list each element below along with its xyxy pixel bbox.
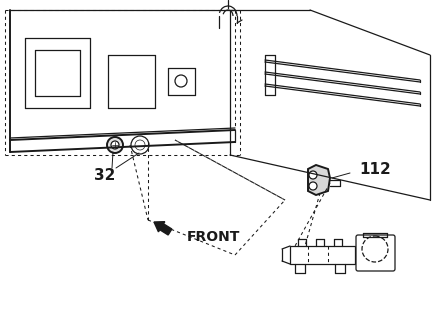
FancyArrow shape — [154, 222, 172, 235]
Circle shape — [309, 182, 317, 190]
Polygon shape — [308, 165, 330, 195]
Circle shape — [362, 236, 388, 262]
FancyBboxPatch shape — [356, 235, 395, 271]
Circle shape — [107, 137, 123, 153]
Text: 112: 112 — [359, 163, 391, 178]
Text: 32: 32 — [95, 167, 116, 182]
Bar — [290, 246, 355, 264]
Circle shape — [131, 136, 149, 154]
Text: FRONT: FRONT — [187, 230, 241, 244]
Circle shape — [175, 75, 187, 87]
Circle shape — [135, 140, 145, 150]
Circle shape — [309, 171, 317, 179]
Circle shape — [111, 141, 119, 149]
